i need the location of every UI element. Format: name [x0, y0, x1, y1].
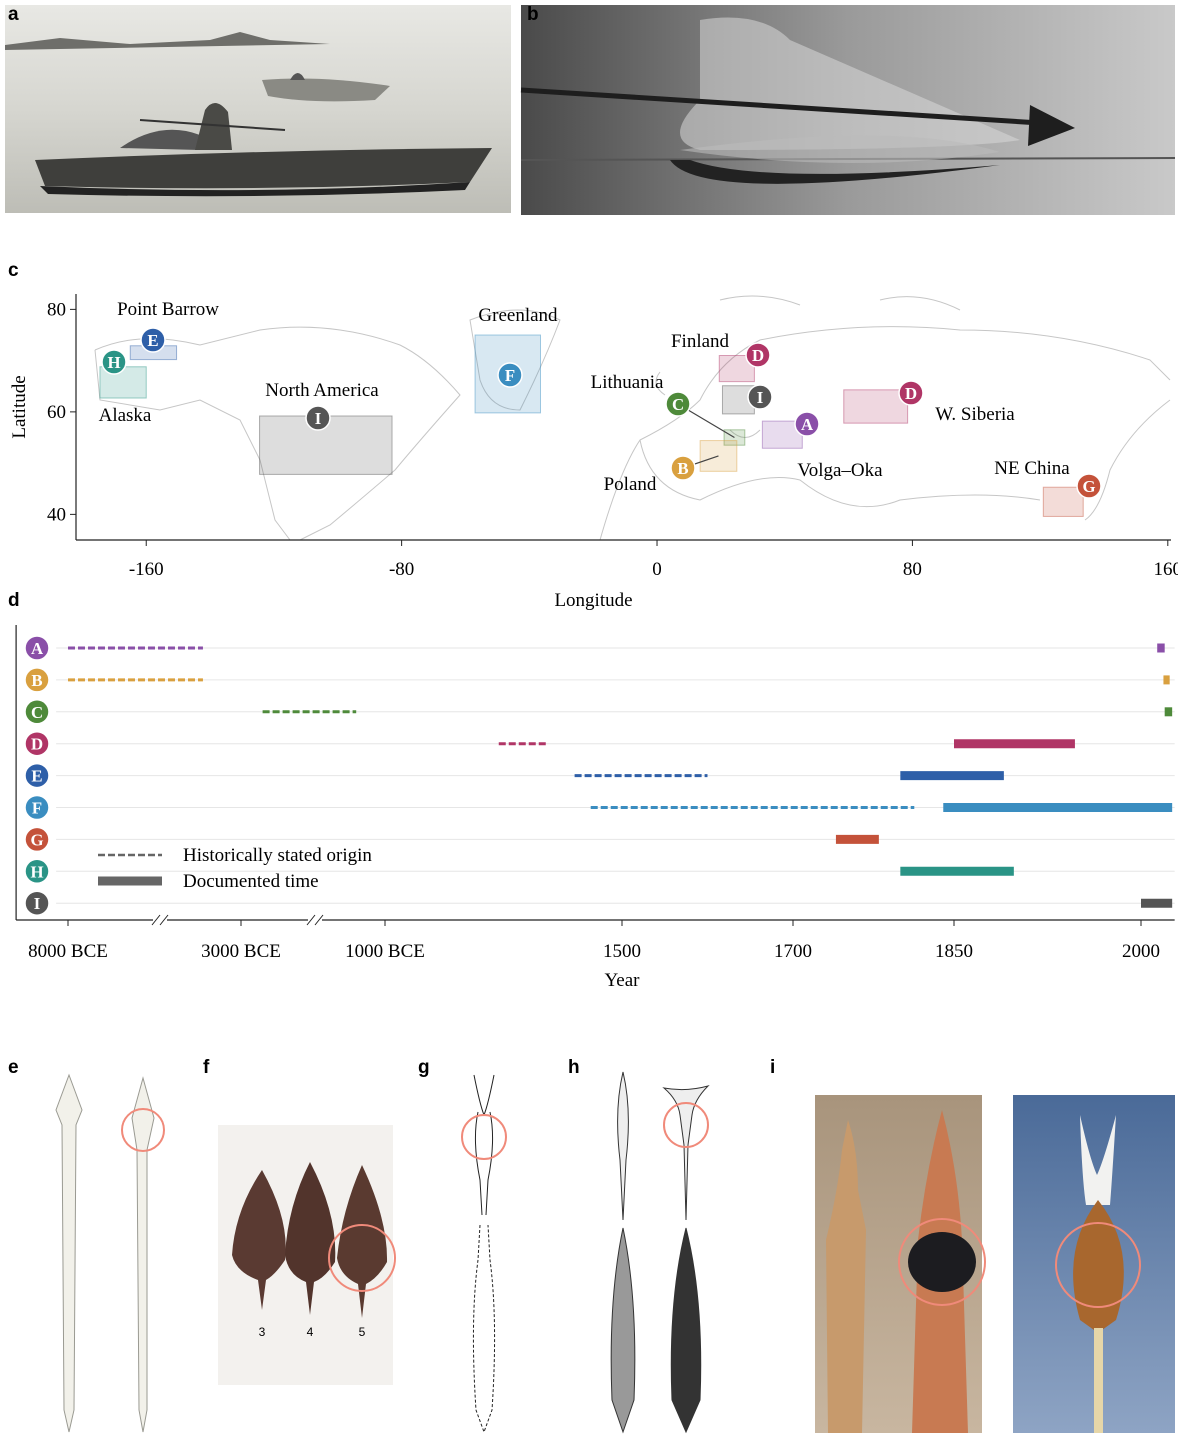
panel-label: i — [770, 1057, 775, 1078]
place-label: NE China — [994, 458, 1070, 479]
place-label: Alaska — [99, 405, 152, 426]
illustration-shape — [56, 1075, 82, 1432]
page: {"panel_labels": ["a", "b", "c", "d", "e… — [0, 0, 1178, 1437]
illustration-shape — [600, 327, 1170, 540]
x-axis-label: Longitude — [554, 590, 632, 611]
illustration-shape — [720, 296, 960, 310]
panel-label: d — [8, 590, 20, 611]
illustration-shape — [473, 1225, 494, 1432]
panel-label: h — [568, 1057, 580, 1078]
badge-letter: C — [672, 395, 684, 414]
spear-drawings — [56, 1075, 164, 1432]
badge-letter: G — [30, 830, 43, 849]
badge-letter: D — [905, 384, 917, 403]
specimen-number: 3 — [259, 1325, 266, 1339]
place-label: W. Siberia — [935, 404, 1015, 425]
badge-letter: B — [31, 671, 42, 690]
badge-letter: C — [31, 703, 43, 722]
panel-label: b — [527, 4, 539, 25]
place-label: Volga–Oka — [797, 460, 883, 481]
figure: a b c d e f g h i 3 4 5 40 60 80 -160 -80 0 80 160 Longitude… — [0, 0, 1178, 1437]
specimen-number: 5 — [359, 1325, 366, 1339]
x-tick-label: 2000 — [1122, 941, 1160, 962]
x-tick-label: 1000 BCE — [345, 941, 425, 962]
badge-letter: A — [801, 415, 813, 434]
point-sketches — [611, 1072, 708, 1432]
badge-letter: H — [107, 353, 120, 372]
illustration-shape — [462, 1115, 506, 1159]
x-tick-label: 1850 — [935, 941, 973, 962]
arrow-water-photo — [521, 5, 1175, 215]
place-label: Poland — [604, 474, 657, 495]
badge-letter: B — [677, 459, 688, 478]
x-tick-label: 8000 BCE — [28, 941, 108, 962]
badge-letter: F — [505, 366, 515, 385]
x-tick-label: 1700 — [774, 941, 812, 962]
region — [844, 390, 908, 423]
stone-points — [218, 1125, 395, 1385]
badge-letter: I — [34, 894, 41, 913]
badge-letter: E — [147, 331, 158, 350]
illustration-shape — [474, 1075, 494, 1215]
illustration-shape — [1094, 1328, 1103, 1433]
x-tick-label: -160 — [129, 559, 164, 580]
badge-letter: A — [31, 639, 43, 658]
panel-label: g — [418, 1057, 430, 1078]
x-tick-label: -80 — [389, 559, 414, 580]
x-tick-label: 0 — [652, 559, 662, 580]
x-tick-label: 3000 BCE — [201, 941, 281, 962]
x-tick-label: 160 — [1154, 559, 1178, 580]
illustration-shape — [671, 1228, 700, 1432]
specimen-number: 4 — [307, 1325, 314, 1339]
badge-letter: F — [32, 799, 42, 818]
illustration-shape — [908, 1232, 976, 1292]
x-tick-label: 80 — [903, 559, 922, 580]
badge-letter: H — [30, 862, 43, 881]
badge-letter: D — [752, 346, 764, 365]
legend-label: Documented time — [183, 871, 319, 892]
panel-label: e — [8, 1057, 19, 1078]
kayak-photo — [5, 5, 511, 213]
panel-label: a — [8, 4, 19, 25]
panel-label: c — [8, 260, 19, 281]
harpoon-sketch — [462, 1075, 506, 1432]
x-tick-label: 1500 — [603, 941, 641, 962]
illustration-shape — [664, 1086, 708, 1220]
panel-label: f — [203, 1057, 210, 1078]
badge-letter: E — [31, 767, 42, 786]
place-label: Point Barrow — [117, 299, 219, 320]
badge-letter: I — [757, 388, 764, 407]
region — [1043, 487, 1083, 516]
illustration-shape — [611, 1228, 635, 1432]
y-tick-label: 60 — [47, 402, 66, 423]
y-tick-label: 80 — [47, 299, 66, 320]
place-label: Greenland — [478, 305, 558, 326]
y-tick-label: 40 — [47, 504, 66, 525]
illustration-shape — [618, 1072, 629, 1220]
illustration-shape — [132, 1078, 154, 1432]
legend-label: Historically stated origin — [183, 845, 372, 866]
x-axis-label: Year — [604, 970, 640, 991]
place-label: North America — [265, 380, 379, 401]
place-label: Finland — [671, 331, 730, 352]
badge-letter: I — [315, 409, 322, 428]
y-axis-label: Latitude — [9, 375, 30, 438]
badge-letter: G — [1082, 477, 1095, 496]
place-label: Lithuania — [591, 372, 664, 393]
badge-letter: D — [31, 735, 43, 754]
arrow-photos — [815, 1095, 1175, 1433]
